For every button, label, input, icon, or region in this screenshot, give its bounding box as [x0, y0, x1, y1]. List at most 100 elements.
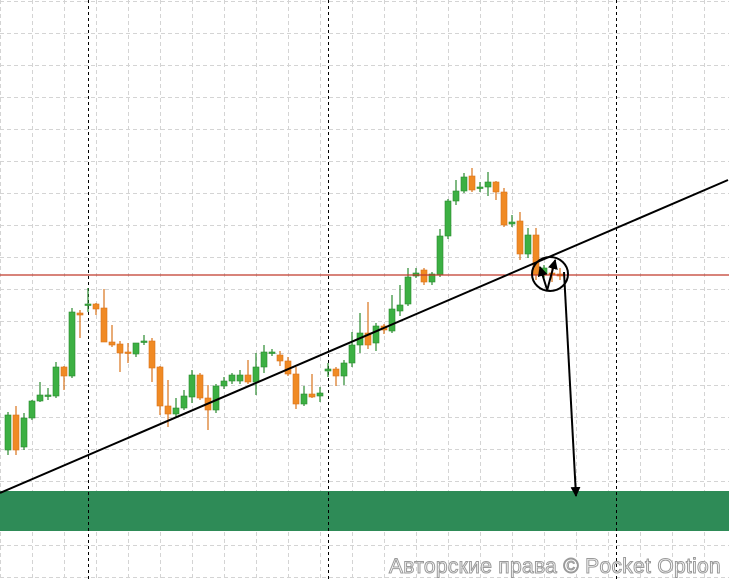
- candle-body: [388, 308, 396, 332]
- candle-bearish: [108, 325, 116, 347]
- candle-body: [300, 393, 308, 405]
- candle-body: [164, 405, 172, 415]
- candle-bullish: [300, 386, 308, 406]
- trend-line: [0, 179, 729, 494]
- candle-body: [132, 342, 140, 355]
- zigzag-arrow-down: [537, 266, 549, 291]
- candle-bullish: [236, 370, 244, 384]
- zigzag-arrow-up: [546, 259, 558, 291]
- candle-bullish: [356, 313, 364, 353]
- candle-body: [332, 368, 340, 377]
- target-zone: [0, 491, 729, 531]
- candle-body: [436, 235, 444, 276]
- candle-body: [452, 190, 460, 202]
- candle-body: [404, 276, 412, 305]
- candle-body: [484, 181, 492, 188]
- candle-bullish: [436, 229, 444, 277]
- candle-bearish: [12, 406, 20, 455]
- candle-bullish: [452, 180, 460, 205]
- target-zone-band: [0, 491, 729, 531]
- candle-bullish: [220, 377, 228, 389]
- candle-bearish: [276, 351, 284, 366]
- candle-bearish: [556, 268, 564, 280]
- annotations: [0, 179, 729, 497]
- candle-bullish: [404, 268, 412, 306]
- candle-bullish: [524, 228, 532, 258]
- candle-body: [28, 400, 36, 419]
- candle-bullish: [36, 382, 44, 402]
- candle-bearish: [308, 374, 316, 398]
- candle-body: [44, 394, 52, 397]
- candle-bullish: [476, 182, 484, 192]
- candle-bullish: [388, 295, 396, 333]
- candle-bullish: [324, 363, 332, 377]
- candle-bullish: [372, 323, 380, 351]
- highlight-circle: [531, 256, 569, 292]
- candle-body: [36, 394, 44, 402]
- candle-body: [100, 307, 108, 343]
- candle-bearish: [196, 373, 204, 400]
- candle-body: [516, 220, 524, 255]
- candle-bearish: [532, 228, 540, 280]
- candle-body: [316, 392, 324, 397]
- candle-body: [420, 269, 428, 283]
- candle-bearish: [76, 310, 84, 338]
- candle-body: [340, 362, 348, 377]
- candle-bullish: [412, 268, 420, 278]
- candle-bullish: [260, 345, 268, 373]
- candle-body: [196, 374, 204, 399]
- candle-body: [124, 351, 132, 354]
- candle-bullish: [460, 173, 468, 193]
- candle-body: [140, 340, 148, 343]
- candle-bearish: [500, 188, 508, 227]
- candle-body: [12, 414, 20, 451]
- candle-bearish: [332, 367, 340, 386]
- candle-body: [492, 181, 500, 193]
- candle-bullish: [44, 388, 52, 400]
- candle-bearish: [284, 357, 292, 376]
- candle-bearish: [156, 366, 164, 415]
- candle-body: [76, 312, 84, 316]
- candle-body: [68, 311, 76, 377]
- candle-bullish: [4, 412, 12, 455]
- candle-body: [116, 343, 124, 354]
- candle-bullish: [172, 398, 180, 417]
- candle-bullish: [348, 332, 356, 367]
- candle-bullish: [396, 285, 404, 316]
- candle-bearish: [420, 268, 428, 285]
- candle-bullish: [252, 353, 260, 395]
- candle-body: [324, 368, 332, 372]
- candle-body: [372, 325, 380, 344]
- candle-bullish: [132, 342, 140, 357]
- candle-body: [244, 374, 252, 383]
- candle-bullish: [28, 400, 36, 420]
- candle-body: [428, 273, 436, 283]
- candle-body: [508, 221, 516, 225]
- candle-body: [476, 186, 484, 189]
- candle-bullish: [180, 390, 188, 410]
- candle-bearish: [292, 367, 300, 409]
- candle-body: [444, 200, 452, 237]
- candle-bullish: [340, 360, 348, 385]
- candle-bullish: [52, 362, 60, 398]
- candle-bearish: [148, 338, 156, 382]
- candle-body: [468, 175, 476, 191]
- candle-bullish: [188, 370, 196, 403]
- candle-bearish: [92, 303, 100, 315]
- candle-body: [220, 380, 228, 387]
- candle-body: [252, 366, 260, 383]
- candle-bearish: [124, 343, 132, 363]
- candle-body: [180, 395, 188, 409]
- candle-bearish: [100, 289, 108, 343]
- candle-bearish: [204, 385, 212, 430]
- candle-bullish: [140, 335, 148, 345]
- candle-bearish: [244, 360, 252, 384]
- candle-bullish: [84, 288, 92, 312]
- candle-body: [276, 354, 284, 362]
- candle-bullish: [508, 215, 516, 227]
- candle-body: [460, 176, 468, 192]
- candle-bullish: [20, 413, 28, 450]
- candle-body: [500, 191, 508, 226]
- candle-bearish: [60, 366, 68, 390]
